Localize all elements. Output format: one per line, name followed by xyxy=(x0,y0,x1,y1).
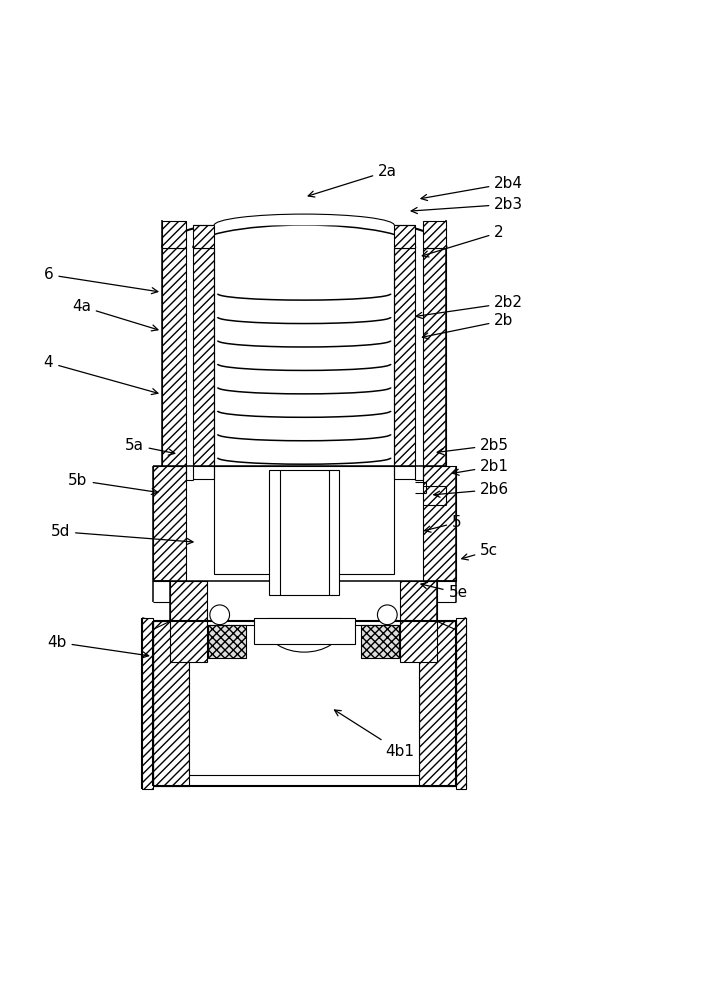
Bar xyxy=(142,618,153,789)
Bar xyxy=(400,621,437,662)
Text: 4b: 4b xyxy=(47,635,148,658)
Bar xyxy=(254,618,355,644)
Bar xyxy=(423,466,455,581)
Bar xyxy=(193,225,214,248)
Bar xyxy=(423,248,446,466)
Text: 2b1: 2b1 xyxy=(452,459,509,475)
Text: 6: 6 xyxy=(44,267,158,294)
Text: 4a: 4a xyxy=(72,299,158,331)
Bar xyxy=(423,221,446,248)
Bar xyxy=(361,625,399,658)
Wedge shape xyxy=(193,137,416,248)
Bar xyxy=(269,470,339,595)
Circle shape xyxy=(378,605,397,625)
Text: 2a: 2a xyxy=(308,164,397,197)
Bar xyxy=(395,248,416,466)
Bar xyxy=(267,618,341,630)
Circle shape xyxy=(210,605,230,625)
Bar xyxy=(170,621,207,662)
Text: 5: 5 xyxy=(424,515,462,532)
Bar xyxy=(214,466,395,574)
Bar xyxy=(153,621,189,786)
Text: 4b1: 4b1 xyxy=(334,710,414,759)
Bar xyxy=(455,618,466,789)
Bar xyxy=(400,581,437,621)
Bar xyxy=(153,466,186,581)
Text: 2: 2 xyxy=(422,225,504,257)
Text: 2b: 2b xyxy=(422,313,514,339)
Text: 2b2: 2b2 xyxy=(416,295,523,318)
Text: 5c: 5c xyxy=(462,543,498,560)
Bar xyxy=(193,248,214,466)
Bar xyxy=(419,621,455,786)
Wedge shape xyxy=(214,135,395,225)
Text: 5e: 5e xyxy=(421,583,468,600)
Text: 2b3: 2b3 xyxy=(411,197,523,214)
Text: 5a: 5a xyxy=(124,438,175,455)
Text: 2b6: 2b6 xyxy=(433,482,509,497)
Bar xyxy=(189,625,419,775)
Bar xyxy=(170,581,207,621)
Wedge shape xyxy=(162,106,446,248)
Text: 5d: 5d xyxy=(51,524,193,545)
Text: 2b4: 2b4 xyxy=(421,176,523,201)
Bar xyxy=(208,625,247,658)
Bar xyxy=(162,248,186,466)
Text: 2b5: 2b5 xyxy=(437,438,509,455)
Text: 5b: 5b xyxy=(69,473,158,494)
Text: 4: 4 xyxy=(44,355,158,395)
Bar xyxy=(395,225,416,248)
Bar xyxy=(162,221,186,248)
